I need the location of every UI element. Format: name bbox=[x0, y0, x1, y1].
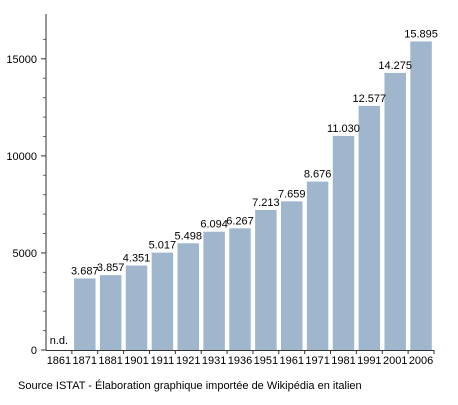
x-tick-labels: 1861 1871 1881 1901 1911 1921 1931 1936 1951 1961… bbox=[47, 350, 435, 367]
bar-2001 bbox=[384, 72, 406, 350]
bar-1911 bbox=[151, 252, 174, 350]
x-tick-label: 2001 bbox=[383, 355, 407, 367]
y-tick-label: 0 bbox=[31, 345, 37, 357]
value-label: 7.659 bbox=[278, 188, 306, 200]
bars bbox=[74, 41, 432, 350]
bar-2006 bbox=[410, 41, 432, 350]
x-tick-label: 1936 bbox=[228, 355, 252, 367]
bar-1921 bbox=[177, 243, 200, 350]
value-label: 5.498 bbox=[175, 230, 203, 242]
bar-1901 bbox=[125, 265, 148, 350]
x-tick-label: 1961 bbox=[279, 355, 303, 367]
y-ticks: 0 5000 10000 15000 bbox=[6, 54, 46, 357]
bar-1871 bbox=[74, 278, 96, 350]
bar-1961 bbox=[280, 201, 303, 350]
bar-1971 bbox=[306, 181, 329, 350]
x-tick-label: 1991 bbox=[357, 355, 381, 367]
x-tick-label: 1911 bbox=[151, 355, 175, 367]
x-tick-label: 1881 bbox=[98, 355, 122, 367]
bar-1881 bbox=[99, 275, 122, 350]
value-label: 3.857 bbox=[97, 262, 125, 274]
value-label: 6.267 bbox=[226, 215, 254, 227]
value-label: 6.094 bbox=[200, 219, 228, 231]
source-note: Source ISTAT - Élaboration graphique imp… bbox=[18, 380, 362, 392]
bar-1991 bbox=[358, 105, 381, 350]
value-label: 15.895 bbox=[404, 28, 438, 40]
value-label: n.d. bbox=[50, 335, 68, 347]
x-tick-label: 1861 bbox=[47, 355, 71, 367]
y-tick-label: 15000 bbox=[6, 54, 37, 66]
value-label: 11.030 bbox=[327, 123, 360, 135]
bar-1936 bbox=[229, 228, 251, 350]
value-label: 5.017 bbox=[149, 240, 177, 252]
x-tick-label: 2006 bbox=[409, 355, 433, 367]
x-tick-label: 1921 bbox=[176, 355, 200, 367]
x-tick-label: 1871 bbox=[73, 355, 97, 367]
x-tick-label: 1981 bbox=[331, 355, 355, 367]
bar-1951 bbox=[255, 209, 277, 350]
x-tick-label: 1971 bbox=[305, 355, 329, 367]
y-tick-label: 5000 bbox=[13, 248, 37, 260]
value-label: 14.275 bbox=[378, 60, 412, 72]
value-label: 8.676 bbox=[304, 169, 332, 181]
value-label: 12.577 bbox=[353, 93, 387, 105]
axes bbox=[45, 14, 434, 351]
value-label: 3.687 bbox=[71, 265, 99, 277]
y-tick-label: 10000 bbox=[6, 151, 37, 163]
x-tick-label: 1951 bbox=[254, 355, 278, 367]
value-label: 7.213 bbox=[252, 197, 280, 209]
bar-1931 bbox=[203, 231, 225, 350]
x-tick-label: 1931 bbox=[202, 355, 226, 367]
value-label: 4.351 bbox=[123, 253, 151, 265]
x-tick-label: 1901 bbox=[124, 355, 148, 367]
bar-1981 bbox=[332, 135, 355, 350]
